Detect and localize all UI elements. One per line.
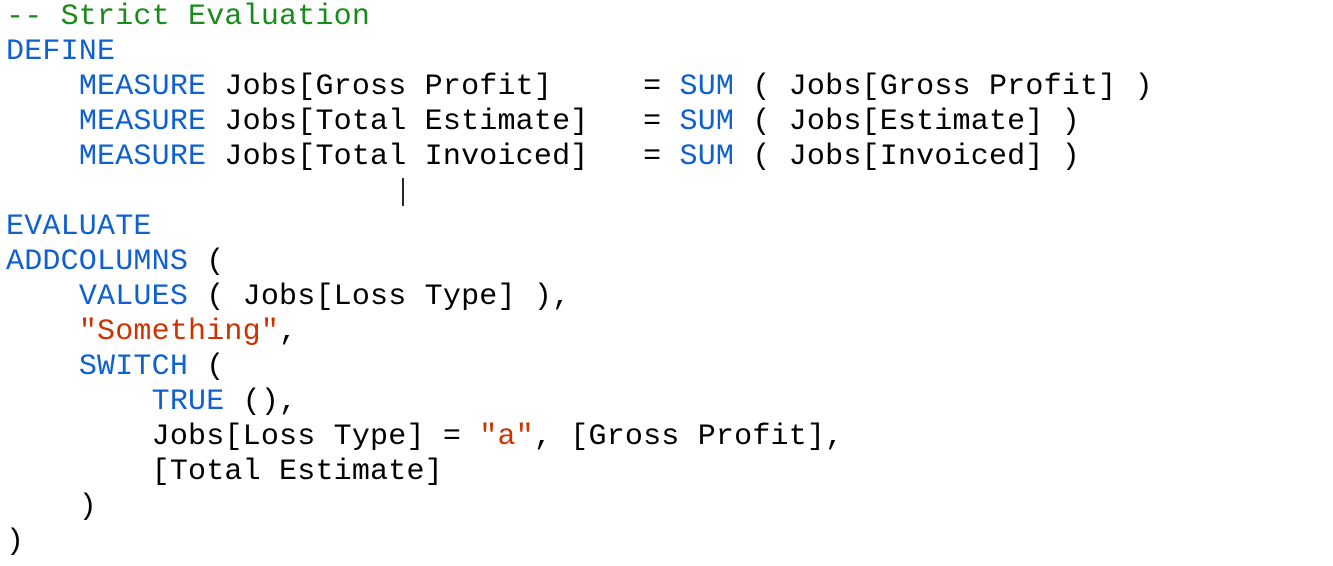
code-token: Jobs[Loss Type] = (6, 420, 479, 454)
code-token: SUM (680, 105, 735, 139)
code-token: -- Strict Evaluation (6, 0, 370, 34)
code-token: MEASURE (79, 105, 206, 139)
code-token: MEASURE (79, 70, 206, 104)
dax-code-editor[interactable]: -- Strict Evaluation DEFINE MEASURE Jobs… (0, 0, 1333, 560)
code-token: ( (188, 245, 224, 279)
code-token: Jobs[Gross Profit] = (206, 70, 679, 104)
code-token: ADDCOLUMNS (6, 245, 188, 279)
code-token: EVALUATE (6, 210, 152, 244)
code-token: , (279, 315, 297, 349)
code-token: SUM (680, 70, 735, 104)
code-token: "Something" (79, 315, 279, 349)
code-token: [Total Estimate] (6, 455, 443, 489)
code-token: (), (224, 385, 297, 419)
code-token: ( (188, 350, 224, 384)
code-token: ( Jobs[Estimate] ) (734, 105, 1080, 139)
code-token: Jobs[Total Invoiced] = (206, 140, 679, 174)
text-cursor (402, 178, 404, 206)
code-token: ( Jobs[Invoiced] ) (734, 140, 1080, 174)
code-token (6, 385, 152, 419)
code-token (6, 140, 79, 174)
code-token: ) (6, 525, 24, 559)
code-token (6, 315, 79, 349)
code-token (6, 70, 79, 104)
code-token: MEASURE (79, 140, 206, 174)
code-token: Jobs[Total Estimate] = (206, 105, 679, 139)
code-token: ( Jobs[Loss Type] ), (188, 280, 570, 314)
code-token: VALUES (79, 280, 188, 314)
code-token (6, 105, 79, 139)
code-token: , [Gross Profit], (534, 420, 843, 454)
code-token: ( Jobs[Gross Profit] ) (734, 70, 1153, 104)
code-token (6, 350, 79, 384)
code-token: SUM (680, 140, 735, 174)
code-token (6, 280, 79, 314)
code-token: "a" (479, 420, 534, 454)
code-token (6, 175, 24, 209)
code-token: ) (6, 490, 97, 524)
code-token: SWITCH (79, 350, 188, 384)
code-token: TRUE (152, 385, 225, 419)
code-token: DEFINE (6, 35, 115, 69)
